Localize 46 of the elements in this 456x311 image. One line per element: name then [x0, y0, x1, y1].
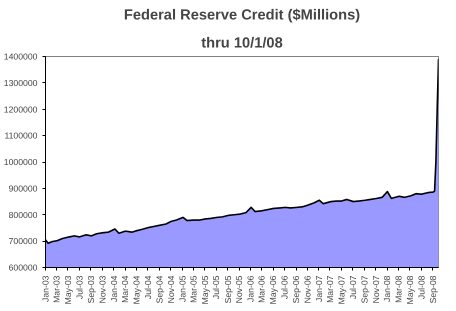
x-tick-label: Mar-08: [393, 275, 404, 303]
y-tick-label: 1000000: [4, 157, 38, 167]
x-tick-label: Sep-05: [222, 275, 233, 304]
x-tick-label: May-05: [200, 275, 210, 304]
x-tick-label: May-08: [404, 275, 415, 304]
y-tick-label: 1300000: [4, 78, 38, 88]
y-tick-label: 1200000: [4, 104, 38, 114]
y-tick-label: 600000: [8, 262, 38, 272]
x-tick-label: Sep-08: [428, 275, 438, 304]
x-tick-label: Nov-07: [370, 275, 381, 304]
x-tick-label: Nov-06: [302, 275, 312, 304]
chart-title: Federal Reserve Credit ($Millions): [124, 8, 360, 24]
x-tick-label: Jul-05: [211, 275, 222, 300]
x-tick-label: Sep-03: [86, 275, 96, 304]
x-tick-label: Mar-06: [256, 275, 267, 303]
x-tick-label: May-03: [62, 275, 73, 304]
x-tick-label: Mar-04: [120, 275, 130, 303]
x-tick-label: Jan-08: [382, 275, 392, 302]
x-tick-label: Mar-05: [188, 275, 198, 303]
x-tick-label: Nov-03: [97, 275, 108, 304]
x-tick-label: Sep-06: [291, 275, 302, 304]
y-tick-label: 900000: [8, 183, 38, 194]
x-tick-label: Nov-05: [234, 275, 244, 304]
y-tick-label: 700000: [8, 236, 38, 246]
x-tick-label: Jul-07: [348, 275, 358, 300]
x-tick-label: Jan-04: [108, 275, 119, 302]
x-tick-label: May-04: [131, 275, 142, 304]
x-tick-label: Nov-04: [166, 275, 176, 304]
x-tick-label: Jul-04: [142, 275, 153, 300]
x-tick-label: Mar-07: [324, 275, 335, 303]
y-tick-label: 1100000: [4, 130, 38, 141]
x-tick-label: Jan-07: [314, 275, 324, 302]
y-tick-label: 1400000: [4, 52, 38, 62]
chart-subtitle: thru 10/1/08: [201, 36, 283, 52]
y-tick-label: 800000: [8, 210, 38, 220]
x-tick-label: Sep-04: [154, 275, 164, 304]
x-tick-label: May-07: [336, 275, 346, 304]
x-tick-label: May-06: [268, 275, 278, 304]
x-tick-label: Jan-05: [177, 275, 188, 302]
x-tick-label: Jan-03: [40, 275, 50, 302]
x-tick-label: Jul-06: [279, 275, 290, 300]
x-tick-label: Mar-03: [52, 275, 62, 303]
x-tick-label: Jul-03: [74, 275, 84, 300]
x-tick-label: Jan-06: [246, 275, 256, 302]
x-tick-label: Jul-08: [416, 275, 426, 300]
x-tick-label: Sep-07: [359, 275, 370, 304]
